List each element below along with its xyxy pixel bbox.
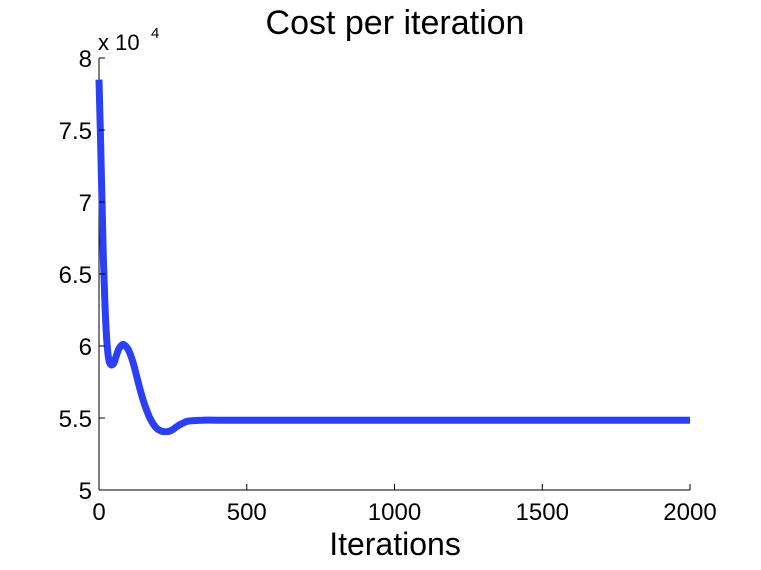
y-tick-label: 6.5 <box>59 262 92 289</box>
chart-title: Cost per iteration <box>266 4 525 42</box>
y-tick-label: 7.5 <box>59 118 92 145</box>
x-tick-label: 1000 <box>368 499 421 526</box>
y-tick-label: 5.5 <box>59 406 92 433</box>
x-tick-label: 2000 <box>663 499 716 526</box>
ticks: 0 500 1000 1500 2000 5 5.5 6 6.5 7 7.5 8 <box>59 46 717 526</box>
y-tick-label: 6 <box>79 334 92 361</box>
x-axis-label: Iterations <box>329 526 461 562</box>
x-tick-label: 1500 <box>516 499 569 526</box>
series-layer <box>95 79 690 436</box>
x-tick-label: 0 <box>92 499 105 526</box>
y-tick-label: 8 <box>79 46 92 73</box>
y-multiplier-exponent: 4 <box>151 25 159 42</box>
series-line <box>95 79 690 436</box>
x-tick-label: 500 <box>227 499 267 526</box>
y-tick-label: 7 <box>79 190 92 217</box>
y-tick-label: 5 <box>79 478 92 505</box>
axes <box>98 58 690 491</box>
y-multiplier-base: x 10 <box>98 30 140 55</box>
